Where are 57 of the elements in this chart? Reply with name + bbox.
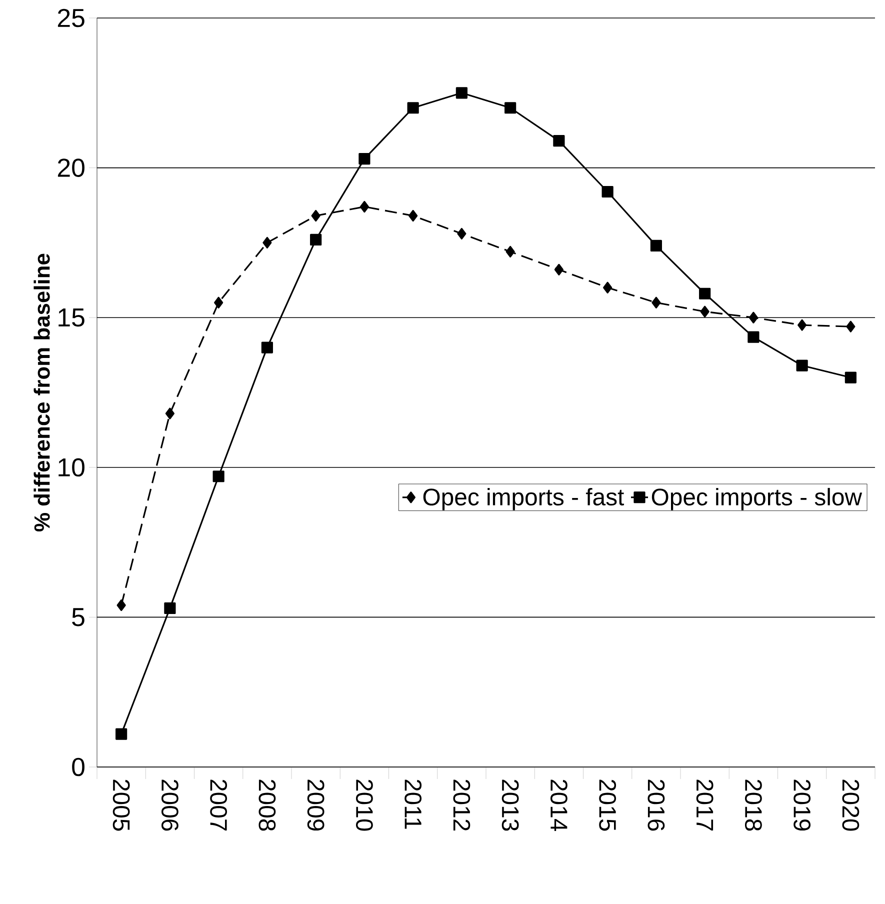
point	[165, 408, 174, 420]
y-tick-label: 25	[58, 8, 84, 28]
point	[212, 470, 224, 482]
point	[407, 102, 419, 114]
x-tick-label: 2010	[356, 780, 373, 831]
point	[457, 228, 466, 240]
point	[553, 135, 565, 147]
x-tick-label: 2019	[794, 780, 811, 831]
point	[261, 342, 273, 354]
point	[116, 728, 128, 740]
point	[699, 288, 711, 300]
legend-label: Opec imports - slow	[652, 488, 862, 510]
x-tick-label: 2016	[648, 780, 665, 831]
x-tick-label: 2008	[258, 780, 276, 831]
y-axis-title: % difference from baseline	[34, 254, 50, 532]
point	[602, 186, 614, 198]
y-tick-label: 0	[72, 758, 84, 776]
point	[116, 599, 126, 612]
x-tick-label: 2011	[404, 780, 422, 829]
point	[360, 200, 369, 213]
point	[311, 210, 320, 222]
point	[504, 102, 516, 114]
y-tick-label: 15	[58, 308, 84, 327]
point	[748, 331, 760, 343]
point	[748, 312, 758, 324]
x-tick-label: 2012	[453, 780, 470, 830]
x-tick-label: 2005	[112, 780, 130, 831]
point	[310, 234, 322, 246]
legend-label: Opec imports - fast	[423, 488, 624, 510]
point	[164, 602, 176, 614]
point	[408, 210, 418, 222]
point	[603, 282, 612, 294]
x-tick-label: 2013	[502, 780, 519, 831]
point	[506, 246, 515, 258]
point	[262, 236, 272, 248]
x-tick-label: 2007	[210, 780, 228, 830]
point	[844, 372, 856, 384]
point	[650, 240, 662, 252]
point	[796, 360, 808, 372]
point	[652, 296, 661, 308]
x-tick-label: 2015	[599, 780, 616, 831]
y-tick-label: 20	[58, 158, 84, 177]
y-tick-label: 5	[72, 608, 84, 626]
x-tick-label: 2020	[842, 780, 860, 831]
point	[358, 153, 370, 165]
x-tick-label: 2018	[744, 780, 762, 831]
point	[456, 87, 468, 99]
x-tick-label: 2017	[696, 780, 714, 830]
point	[700, 306, 710, 318]
x-tick-label: 2006	[161, 780, 178, 831]
x-tick-label: 2014	[550, 780, 568, 831]
y-tick-label: 10	[58, 458, 84, 477]
point	[214, 296, 224, 308]
point	[798, 319, 807, 331]
point	[846, 320, 856, 332]
x-tick-label: 2009	[307, 780, 324, 831]
point	[554, 264, 564, 276]
